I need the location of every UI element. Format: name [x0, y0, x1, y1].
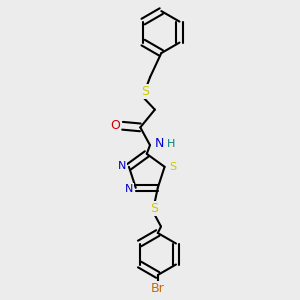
Text: H: H — [167, 139, 175, 148]
Text: S: S — [169, 162, 176, 172]
Text: S: S — [151, 202, 159, 215]
Text: N: N — [118, 161, 126, 171]
Text: N: N — [155, 137, 164, 150]
Text: O: O — [110, 119, 120, 132]
Text: N: N — [124, 184, 133, 194]
Text: S: S — [141, 85, 149, 98]
Text: Br: Br — [151, 282, 165, 295]
